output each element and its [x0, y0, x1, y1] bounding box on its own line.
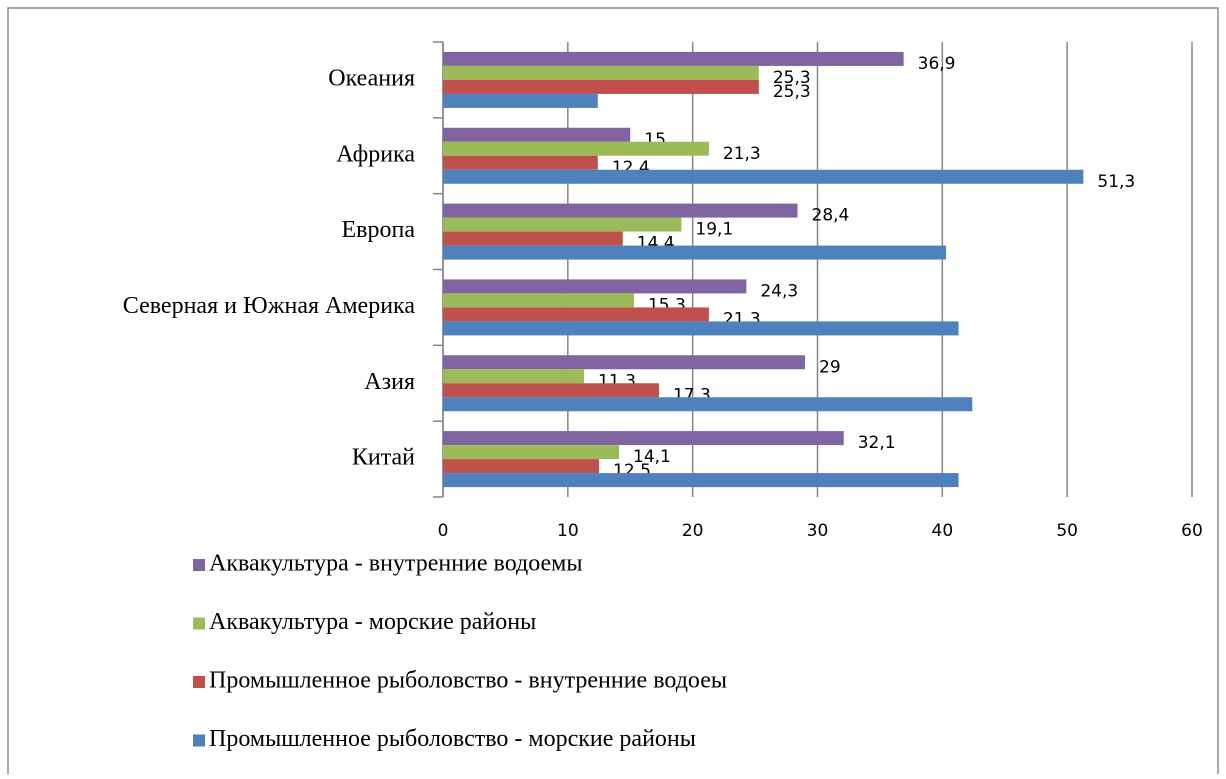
bar: [443, 79, 759, 94]
x-tick-label: 40: [932, 521, 954, 541]
bar: [443, 397, 973, 412]
bar: [443, 279, 747, 294]
data-label: 36,9: [918, 54, 956, 74]
data-label: 28,4: [812, 206, 850, 226]
bar: [443, 231, 623, 246]
data-label: 19,1: [695, 220, 733, 240]
x-tick-label: 20: [682, 521, 704, 541]
y-tick-label: Китай: [352, 445, 415, 471]
data-label: 21,3: [723, 144, 761, 164]
y-tick-label: Океания: [328, 65, 415, 91]
bar: [443, 169, 1084, 184]
bar: [443, 203, 798, 218]
legend-marker: [193, 617, 205, 630]
legend-marker: [193, 559, 205, 571]
legend-label: Промышленное рыболовство - внутренние во…: [209, 668, 727, 694]
data-label: 25,3: [773, 82, 811, 102]
data-label: 24,3: [760, 281, 798, 301]
data-label: 25,3: [773, 68, 811, 88]
bar: [443, 293, 634, 308]
y-tick-label: Европа: [342, 217, 416, 243]
x-tick-label: 60: [1181, 521, 1203, 541]
data-label: 29: [819, 357, 841, 377]
x-tick-label: 10: [557, 521, 579, 541]
bar: [443, 431, 844, 446]
x-tick-label: 0: [438, 521, 449, 541]
x-tick-label: 50: [1056, 521, 1078, 541]
bar: [443, 369, 585, 384]
bar: [443, 321, 959, 336]
bar: [443, 65, 759, 80]
x-tick-label: 30: [807, 521, 829, 541]
y-tick-label: Африка: [336, 141, 415, 167]
legend-marker: [193, 734, 205, 747]
legend-marker: [193, 676, 205, 688]
bar: [443, 93, 598, 108]
legend-label: Аквакультура - морские районы: [209, 609, 536, 635]
legend-label: Аквакультура - внутренние водоемы: [209, 551, 583, 577]
bar: [443, 51, 904, 66]
legend-label: Промышленное рыболовство - морские район…: [209, 726, 696, 752]
y-tick-label: Северная и Южная Америка: [123, 293, 416, 319]
bar: [443, 245, 947, 260]
bar: [443, 141, 709, 156]
bar: [443, 217, 682, 232]
data-label: 14,1: [633, 447, 671, 467]
data-label: 51,3: [1097, 172, 1135, 192]
bar: [443, 355, 806, 370]
bar: [443, 307, 709, 322]
bar: [443, 127, 631, 142]
data-label: 32,1: [858, 433, 896, 453]
bar: [443, 383, 659, 398]
bar: [443, 473, 959, 488]
bar: [443, 445, 620, 460]
bar: [443, 155, 598, 170]
y-tick-label: Азия: [364, 369, 415, 395]
bar: [443, 459, 600, 474]
